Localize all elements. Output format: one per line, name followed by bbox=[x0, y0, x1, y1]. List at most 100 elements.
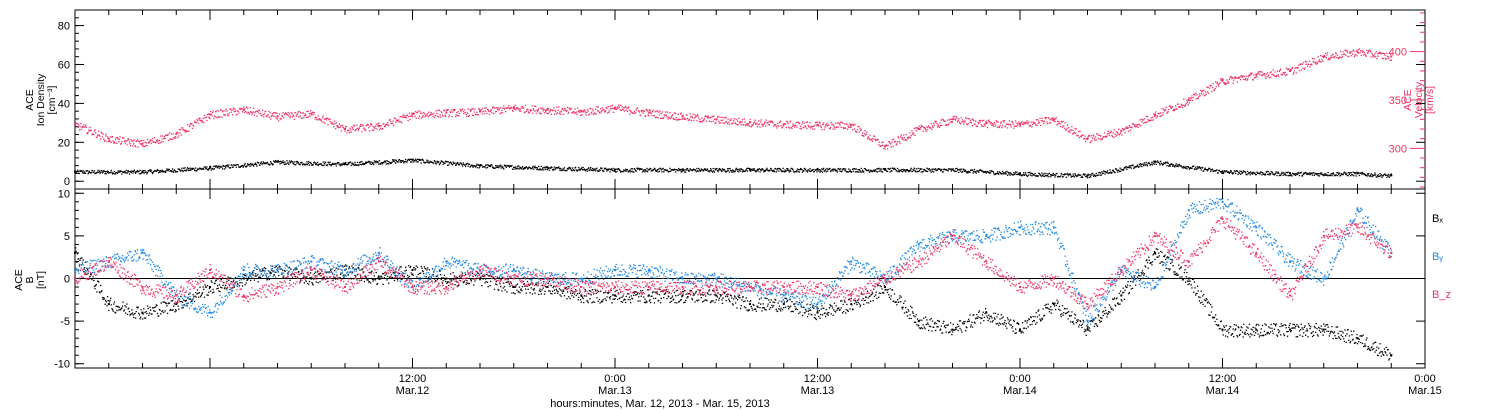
velocity-trace-dot bbox=[1306, 61, 1308, 63]
velocity-trace-dot bbox=[610, 105, 612, 107]
density-trace-dot bbox=[1025, 172, 1027, 174]
velocity-trace-dot bbox=[1230, 76, 1232, 78]
velocity-trace-dot bbox=[211, 112, 214, 114]
velocity-trace-dot bbox=[1092, 134, 1094, 136]
density-trace-dot bbox=[1113, 170, 1115, 173]
density-trace-dot bbox=[1245, 173, 1247, 176]
velocity-trace-dot bbox=[350, 129, 352, 131]
velocity-trace-dot bbox=[1383, 53, 1386, 55]
density-trace-dot bbox=[732, 171, 734, 173]
velocity-trace-dot bbox=[126, 139, 129, 141]
velocity-trace-dot bbox=[83, 124, 85, 126]
b-component-0-trace-dot bbox=[302, 277, 304, 279]
b-component-0-trace-dot bbox=[113, 303, 115, 305]
b-component-0-trace-dot bbox=[142, 313, 144, 315]
velocity-trace-dot bbox=[728, 123, 731, 126]
velocity-trace-dot bbox=[685, 114, 687, 116]
velocity-trace-dot bbox=[79, 125, 81, 128]
density-trace-dot bbox=[225, 167, 227, 169]
density-trace-dot bbox=[645, 169, 647, 171]
density-trace-dot bbox=[1324, 174, 1326, 176]
velocity-trace-dot bbox=[545, 109, 547, 112]
density-trace-dot bbox=[85, 170, 87, 172]
density-trace-dot bbox=[907, 170, 909, 172]
b-component-0-trace-dot bbox=[126, 303, 128, 305]
density-trace-dot bbox=[1311, 174, 1314, 176]
density-trace-dot bbox=[1171, 165, 1174, 167]
velocity-trace-dot bbox=[1053, 119, 1056, 121]
density-trace-dot bbox=[661, 171, 663, 173]
density-trace-dot bbox=[500, 164, 502, 166]
velocity-trace-dot bbox=[1387, 57, 1389, 60]
density-trace-dot bbox=[579, 169, 581, 171]
velocity-trace-dot bbox=[1315, 62, 1317, 64]
velocity-trace-dot bbox=[798, 122, 800, 124]
density-trace-dot bbox=[1350, 175, 1352, 177]
density-trace-dot bbox=[1237, 173, 1239, 176]
density-trace-dot bbox=[1084, 173, 1086, 175]
velocity-trace-dot bbox=[228, 114, 230, 117]
velocity-trace-dot bbox=[946, 124, 948, 126]
velocity-trace-dot bbox=[1271, 73, 1274, 75]
density-trace-dot bbox=[486, 164, 488, 166]
velocity-trace-dot bbox=[1087, 136, 1089, 138]
velocity-trace-dot bbox=[361, 131, 363, 133]
density-trace-dot bbox=[322, 161, 324, 163]
density-trace-dot bbox=[281, 161, 284, 164]
density-trace-dot bbox=[781, 171, 783, 173]
velocity-trace-dot bbox=[593, 113, 595, 115]
density-trace-dot bbox=[216, 166, 218, 168]
density-trace-dot bbox=[208, 168, 210, 170]
density-trace-dot bbox=[521, 167, 523, 169]
velocity-trace-dot bbox=[1155, 117, 1157, 119]
velocity-trace-dot bbox=[1230, 75, 1232, 78]
b-component-0-trace-dot bbox=[233, 279, 235, 281]
velocity-trace-dot bbox=[1218, 83, 1220, 85]
velocity-trace-dot bbox=[313, 113, 315, 116]
density-trace-dot bbox=[688, 170, 690, 172]
b-component-0-trace-dot bbox=[401, 278, 403, 281]
density-trace-dot bbox=[765, 169, 767, 172]
velocity-trace-dot bbox=[275, 112, 277, 114]
density-trace-dot bbox=[1342, 174, 1344, 176]
b-component-0-trace-dot bbox=[185, 300, 187, 302]
velocity-trace-dot bbox=[1351, 53, 1354, 55]
density-trace-dot bbox=[1010, 172, 1012, 174]
velocity-trace-dot bbox=[547, 113, 549, 115]
velocity-trace-dot bbox=[101, 132, 103, 134]
velocity-trace-dot bbox=[783, 123, 785, 125]
density-trace-dot bbox=[610, 169, 612, 171]
velocity-trace-dot bbox=[268, 110, 270, 113]
density-trace-dot bbox=[1156, 161, 1158, 163]
density-trace-dot bbox=[478, 164, 480, 166]
velocity-trace-dot bbox=[277, 115, 279, 117]
b-component-0-trace-dot bbox=[86, 269, 89, 271]
velocity-trace-dot bbox=[77, 126, 79, 128]
density-trace-dot bbox=[350, 161, 352, 163]
velocity-trace-dot bbox=[1161, 114, 1164, 116]
density-trace-dot bbox=[856, 171, 859, 173]
velocity-trace-dot bbox=[940, 119, 942, 121]
density-trace-dot bbox=[606, 168, 609, 170]
b-component-0-trace-dot bbox=[310, 272, 312, 274]
density-trace-dot bbox=[1138, 163, 1141, 166]
density-trace-dot bbox=[153, 170, 155, 173]
density-trace-dot bbox=[150, 170, 152, 172]
velocity-trace-dot bbox=[531, 112, 534, 114]
velocity-trace-dot bbox=[625, 105, 627, 107]
velocity-trace-dot bbox=[419, 110, 421, 112]
velocity-trace-dot bbox=[191, 123, 193, 125]
b-component-0-trace-dot bbox=[195, 291, 197, 294]
b-component-0-trace-dot bbox=[121, 307, 123, 309]
velocity-trace-dot bbox=[667, 118, 669, 120]
b-component-0-trace-dot bbox=[288, 271, 290, 273]
density-trace-dot bbox=[1130, 167, 1132, 169]
velocity-trace-dot bbox=[608, 111, 610, 113]
velocity-trace-dot bbox=[463, 109, 466, 111]
density-trace-dot bbox=[372, 162, 374, 164]
density-trace-dot bbox=[330, 164, 332, 166]
velocity-trace-dot bbox=[80, 128, 82, 131]
velocity-trace-dot bbox=[590, 111, 592, 113]
velocity-trace-dot bbox=[207, 116, 209, 118]
velocity-trace-dot bbox=[941, 124, 943, 126]
